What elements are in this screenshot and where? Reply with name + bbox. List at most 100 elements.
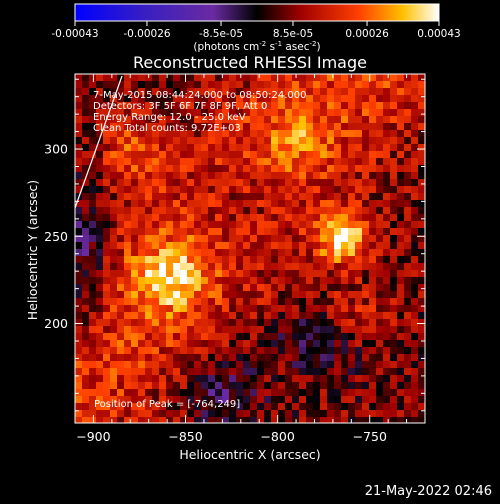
heatmap-cell [306,263,314,271]
heatmap-cell [334,221,342,229]
heatmap-cell [166,291,174,299]
heatmap-cell [243,312,251,320]
heatmap-cell [145,228,153,236]
heatmap-cell [285,109,293,117]
heatmap-cell [208,186,216,194]
heatmap-cell [292,200,300,208]
heatmap-cell [138,298,146,306]
heatmap-cell [369,249,377,257]
heatmap-cell [341,151,349,159]
heatmap-cell [250,193,258,201]
heatmap-cell [82,95,90,103]
heatmap-cell [411,228,419,236]
heatmap-cell [334,172,342,180]
heatmap-cell [327,319,335,327]
heatmap-cell [187,214,195,222]
heatmap-cell [236,151,244,159]
heatmap-cell [306,116,314,124]
heatmap-cell [285,319,293,327]
heatmap-cell [124,263,132,271]
heatmap-cell [82,102,90,110]
heatmap-cell [187,137,195,145]
heatmap-cell [82,130,90,138]
heatmap-cell [418,102,425,110]
heatmap-cell [390,382,398,390]
heatmap-cell [138,221,146,229]
heatmap-cell [397,88,405,96]
heatmap-cell [250,165,258,173]
heatmap-cell [327,361,335,369]
heatmap-cell [138,109,146,117]
heatmap-cell [250,179,258,187]
heatmap-cell [145,172,153,180]
heatmap-cell [103,263,111,271]
heatmap-cell [117,340,125,348]
heatmap-cell [117,326,125,334]
heatmap-cell [194,200,202,208]
heatmap-cell [138,326,146,334]
heatmap-cell [222,228,230,236]
heatmap-cell [278,193,286,201]
heatmap-cell [362,81,370,89]
heatmap-cell [271,417,279,423]
heatmap-cell [82,256,90,264]
heatmap-cell [75,319,83,327]
heatmap-cell [404,375,412,383]
heatmap-cell [103,333,111,341]
heatmap-cell [285,123,293,131]
heatmap-cell [82,88,90,96]
heatmap-cell [187,291,195,299]
heatmap-cell [82,242,90,250]
heatmap-cell [187,116,195,124]
heatmap-cell [306,396,314,404]
heatmap-cell [355,235,363,243]
heatmap-cell [145,207,153,215]
heatmap-cell [124,158,132,166]
heatmap-cell [348,221,356,229]
heatmap-cell [285,172,293,180]
heatmap-cell [131,151,139,159]
heatmap-cell [243,403,251,411]
heatmap-cell [110,417,118,423]
heatmap-cell [89,389,97,397]
colorbar-tick-label: -0.00043 [51,28,98,40]
heatmap-cell [222,347,230,355]
heatmap-cell [334,361,342,369]
colorbar-units: (photons cm-2 s-1 asec-2) [193,40,320,53]
heatmap-cell [194,312,202,320]
heatmap-cell [110,242,118,250]
heatmap-cell [299,312,307,320]
heatmap-cell [159,186,167,194]
heatmap-cell [110,291,118,299]
heatmap-cell [243,88,251,96]
heatmap-cell [264,242,272,250]
heatmap-cell [103,389,111,397]
heatmap-cell [180,410,188,418]
heatmap-cell [201,326,209,334]
heatmap-cell [96,137,104,145]
heatmap-cell [376,291,384,299]
heatmap-cell [236,81,244,89]
heatmap-cell [110,256,118,264]
heatmap-cell [159,193,167,201]
heatmap-cell [404,158,412,166]
heatmap-cell [418,298,425,306]
annotation-clean-counts: Clean Total counts: 9.72E+03 [93,123,241,134]
heatmap-cell [145,361,153,369]
heatmap-cell [243,298,251,306]
heatmap-cell [299,333,307,341]
heatmap-cell [89,158,97,166]
heatmap-cell [257,158,265,166]
heatmap-cell [159,347,167,355]
heatmap-cell [194,368,202,376]
heatmap-cell [257,312,265,320]
heatmap-cell [313,179,321,187]
heatmap-cell [411,389,419,397]
heatmap-cell [418,137,425,145]
heatmap-cell [369,109,377,117]
heatmap-cell [390,123,398,131]
heatmap-cell [397,333,405,341]
heatmap-cell [418,214,425,222]
heatmap-cell [96,333,104,341]
